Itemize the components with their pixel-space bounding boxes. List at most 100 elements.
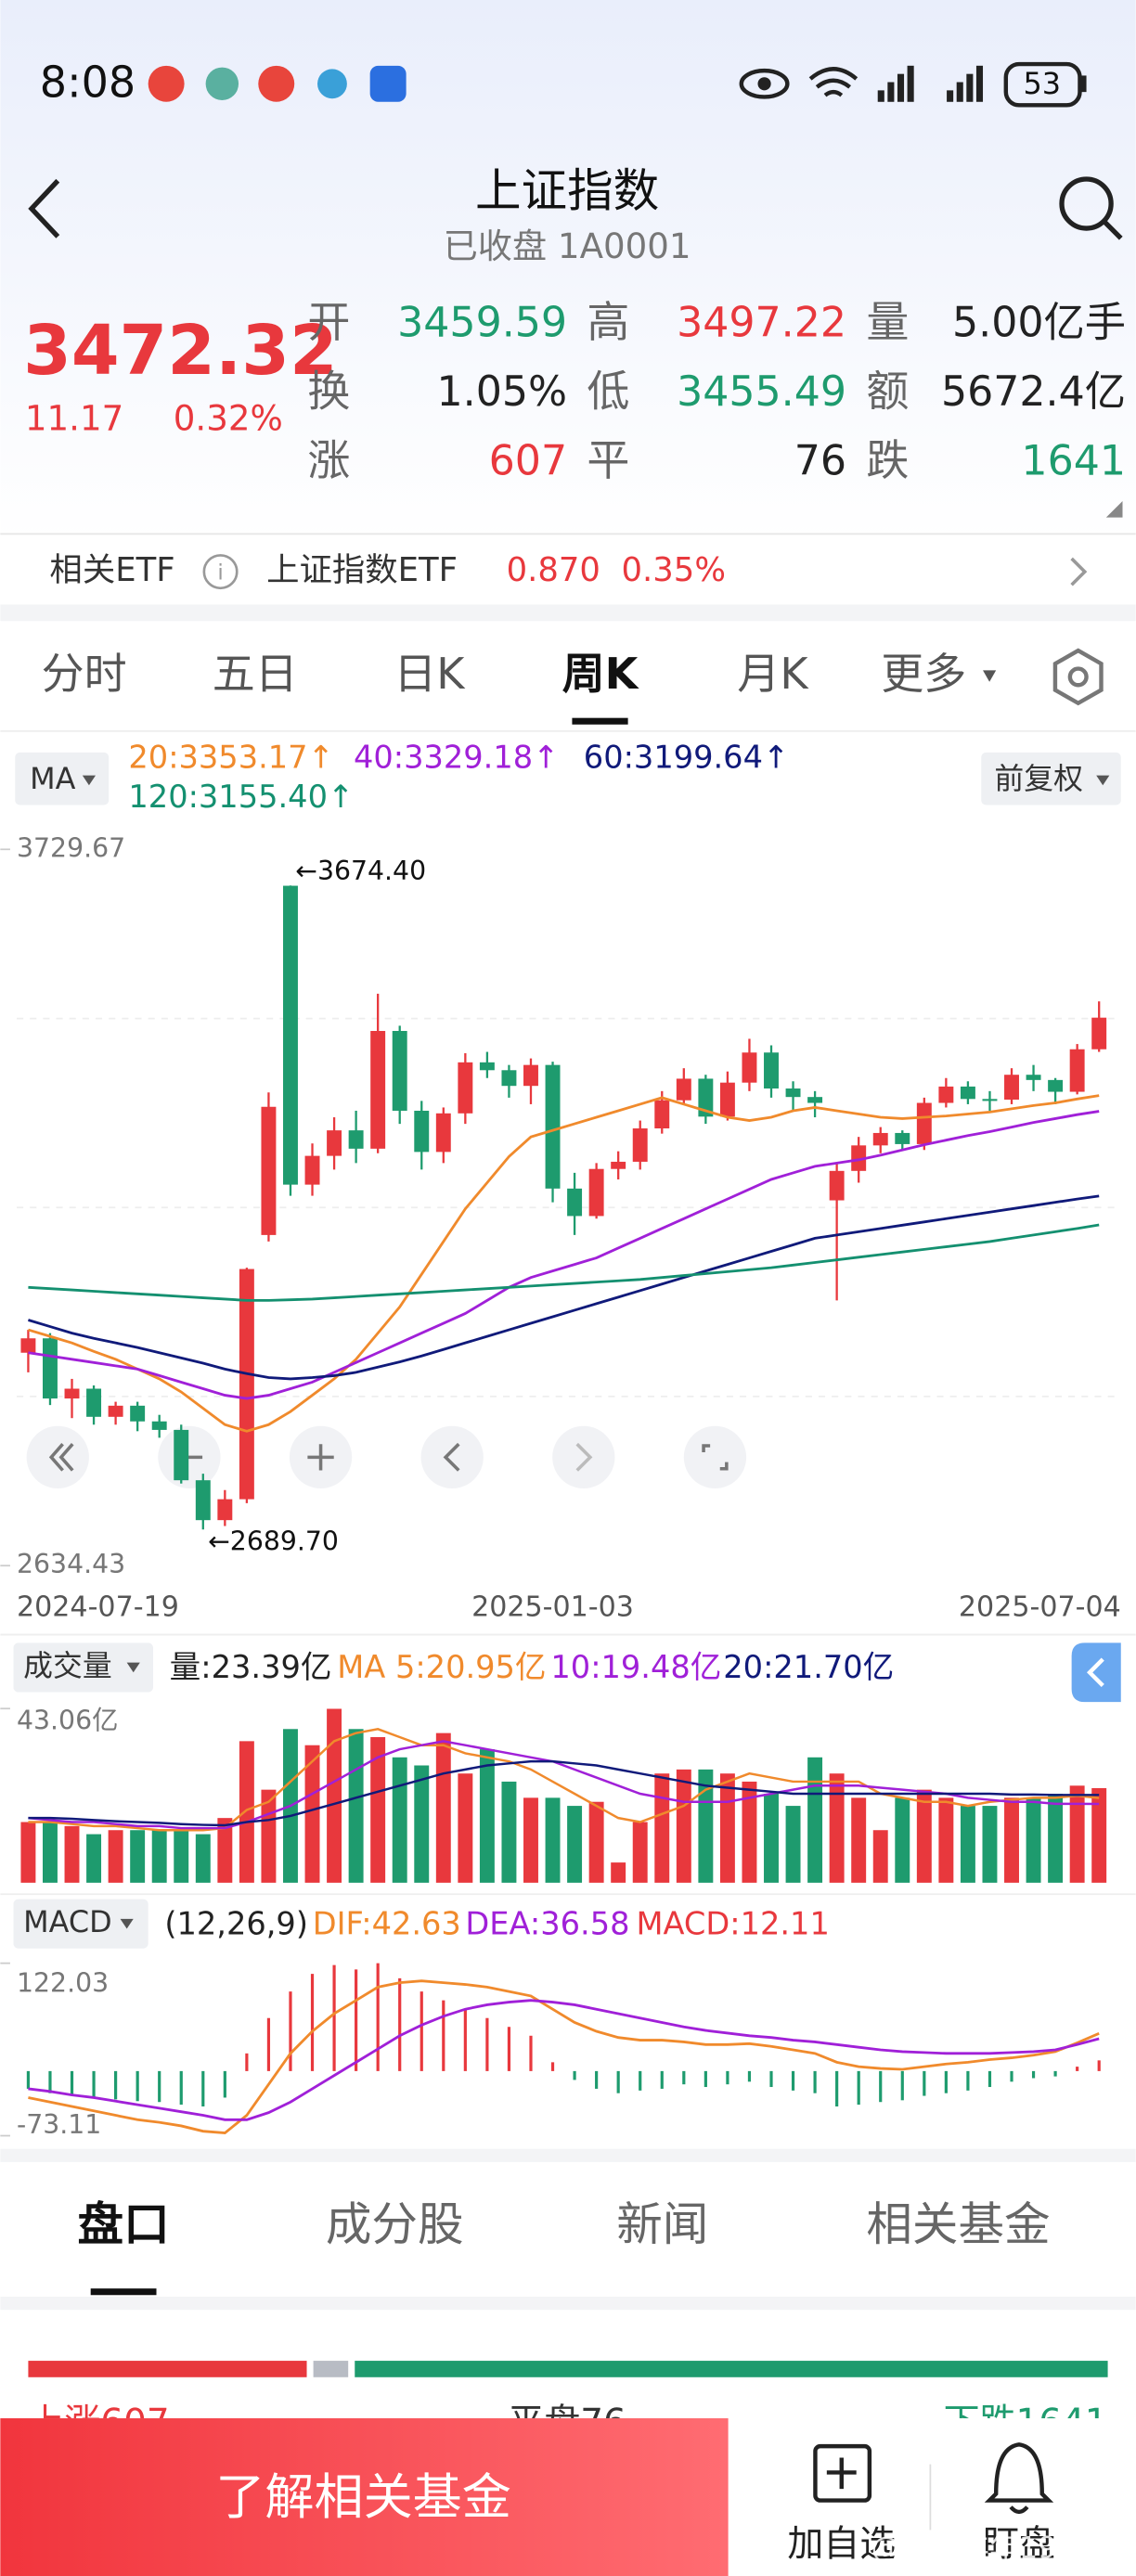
nav-first[interactable] — [26, 1425, 89, 1488]
dropdown-arrow — [82, 775, 97, 786]
macd-params: (12,26,9) — [164, 1905, 308, 1941]
volume-bar — [938, 1797, 954, 1883]
nav-fullscreen[interactable] — [683, 1425, 747, 1488]
period-tab[interactable]: 分时 — [42, 649, 127, 699]
collapse-icon — [1086, 1657, 1104, 1688]
macd-legend: DEA:36.58 — [465, 1905, 629, 1941]
volume-legend: 量:23.39亿 — [170, 1649, 332, 1685]
stat-value: 5.00亿手 — [952, 300, 1126, 347]
info-icon[interactable] — [202, 554, 239, 590]
nav-next[interactable] — [552, 1425, 615, 1488]
ma-legend: 20:3353.17↑ — [128, 739, 333, 775]
etf-name: 上证指数ETF — [266, 551, 458, 589]
candle-body — [523, 1064, 538, 1087]
fund-button-label: 了解相关基金 — [215, 2468, 511, 2526]
bottom-tabs: 盘口 成分股 新闻 相关基金 — [78, 2197, 1051, 2296]
spacer — [0, 2148, 1136, 2162]
settings-button[interactable] — [1052, 648, 1104, 706]
candle-body — [807, 1097, 823, 1103]
ma-line — [28, 1223, 1100, 1302]
period-tab[interactable]: 更多 — [881, 649, 966, 699]
nav-zoom-in[interactable] — [289, 1425, 353, 1488]
volume-bar — [960, 1806, 975, 1883]
period-tab[interactable]: 月K — [737, 649, 809, 699]
volume-bar — [1069, 1785, 1085, 1883]
candle-body — [43, 1338, 58, 1399]
stat-label: 开 — [307, 297, 350, 347]
nav-prev[interactable] — [420, 1425, 484, 1488]
high-annotation: ←3674.40 — [295, 856, 426, 886]
volume-bar — [130, 1830, 146, 1883]
ma-line — [28, 1999, 1100, 2121]
candle-body — [174, 1429, 189, 1481]
volume-bar — [698, 1769, 714, 1883]
volume-bar — [807, 1757, 823, 1883]
adjust-select[interactable] — [981, 752, 1121, 805]
volume-bar — [195, 1834, 211, 1883]
candle-body — [1091, 1017, 1107, 1050]
volume-bar — [479, 1749, 495, 1883]
volume-bar — [20, 1822, 36, 1883]
etf-row[interactable]: 相关ETF i 上证指数ETF 0.870 0.35% — [49, 551, 1088, 590]
volume-bar — [458, 1773, 473, 1883]
volume-bar — [895, 1797, 910, 1883]
stat-value: 1.05% — [437, 368, 568, 416]
ma-line — [28, 1759, 1100, 1827]
status-time: 8:08 — [40, 58, 136, 108]
etf-label: 相关ETF — [49, 551, 174, 589]
page-title: 上证指数 — [475, 163, 659, 217]
price-change: 11.17 — [25, 398, 123, 439]
content-tab[interactable]: 成分股 — [326, 2197, 464, 2251]
active-tab-underline — [90, 2288, 157, 2296]
volume-bar — [829, 1773, 845, 1883]
volume-bar — [676, 1769, 691, 1883]
page-subtitle: 已收盘 1A0001 — [444, 225, 691, 266]
volume-bar — [982, 1806, 998, 1883]
volume-bar — [151, 1830, 167, 1883]
chevron — [1070, 557, 1088, 586]
watch-button[interactable]: 盯盘 — [983, 2442, 1055, 2566]
y-tick-label: 2634.43 — [17, 1549, 125, 1579]
search-button[interactable] — [1059, 176, 1123, 240]
candle-body — [348, 1130, 364, 1149]
stat-value: 3497.22 — [677, 300, 846, 347]
ma-legend: 40:3329.18↑ — [354, 739, 559, 775]
ma-legend: 120:3155.40↑ — [128, 779, 354, 815]
candle-body — [64, 1388, 80, 1399]
candle-body — [698, 1078, 714, 1117]
indicator-select[interactable] — [15, 752, 110, 805]
info-glyph: i — [217, 560, 223, 585]
y-tick-label: 3729.67 — [17, 832, 125, 863]
nav-zoom-out[interactable] — [158, 1425, 221, 1488]
candle-body — [1048, 1079, 1064, 1092]
volume-bar — [785, 1806, 801, 1883]
breadth-segment — [355, 2361, 1108, 2377]
content-tab[interactable]: 新闻 — [616, 2197, 708, 2251]
collapse-button[interactable] — [1071, 1642, 1121, 1703]
content-tab[interactable]: 盘口 — [78, 2197, 170, 2251]
y-tick-label: 43.06亿 — [17, 1705, 118, 1735]
candle-body — [895, 1132, 910, 1144]
fund-button[interactable] — [0, 2418, 729, 2576]
stat-label: 量 — [866, 297, 909, 347]
candle-body — [108, 1405, 123, 1417]
back-button[interactable] — [28, 178, 60, 238]
candle-body — [719, 1082, 735, 1117]
period-tab[interactable]: 周K — [562, 649, 640, 699]
period-tab[interactable]: 日K — [394, 649, 466, 699]
macd-select[interactable] — [13, 1899, 148, 1949]
volume-select[interactable] — [13, 1642, 153, 1693]
candle-body — [261, 1106, 277, 1235]
stat-label: 涨 — [307, 435, 350, 485]
ma-line — [28, 1194, 1100, 1381]
candle-body — [742, 1052, 757, 1083]
content-tab[interactable]: 相关基金 — [866, 2197, 1050, 2251]
candle-body — [1069, 1049, 1085, 1092]
volume-bar — [1048, 1794, 1064, 1883]
period-tab[interactable]: 五日 — [213, 649, 298, 699]
volume-bar — [370, 1736, 386, 1883]
volume-bar — [611, 1862, 626, 1883]
ma-line — [28, 1740, 1100, 1830]
volume-bar — [719, 1773, 735, 1883]
add-watchlist[interactable]: 加自选 — [787, 2443, 896, 2566]
